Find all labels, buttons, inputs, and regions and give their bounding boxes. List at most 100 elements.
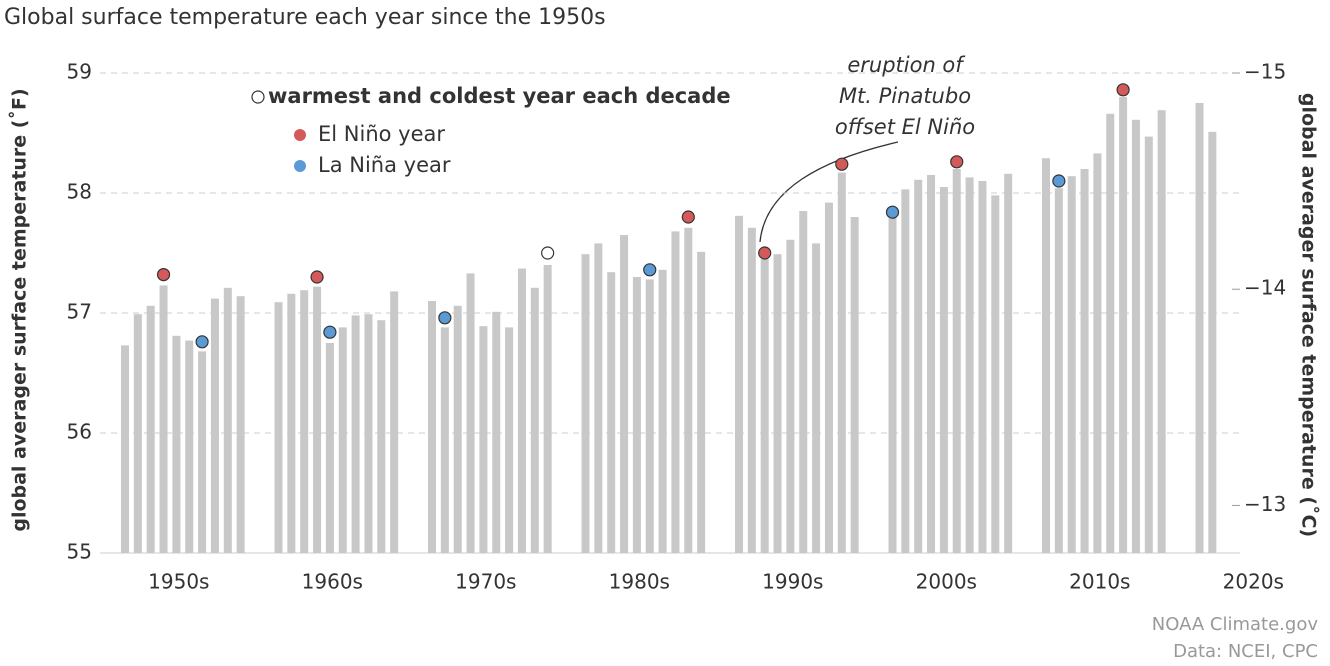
bar [620,235,629,553]
bar [914,179,923,554]
marker [950,155,964,169]
x-tick-label: 1960s [302,570,363,594]
bar [594,243,603,553]
bar [1208,131,1217,554]
x-tick-label: 1950s [148,570,209,594]
bar [1004,173,1013,554]
bar [773,254,782,553]
bar [313,286,322,553]
bar [965,177,974,553]
x-tick-label: 2020s [1223,570,1284,594]
marker [541,246,555,260]
bar [517,268,526,553]
bar [850,217,859,553]
bar [543,265,552,553]
bar [1106,113,1115,554]
bar [927,175,936,553]
legend-label: El Niño year [318,122,445,146]
y-tick-label: 55 [67,540,92,564]
marker [156,268,171,282]
bar [1093,153,1102,553]
bar [428,301,436,553]
bar [991,195,1000,553]
marker [885,205,900,219]
bar [1119,97,1128,553]
marker [195,335,209,349]
bar [121,345,129,553]
legend-label: La Niña year [318,153,451,177]
y2-tick-label: −14 [1244,276,1286,300]
marker [1052,174,1066,188]
legend-swatch [294,160,306,172]
x-tick-label: 1990s [762,570,823,594]
bar [505,327,514,553]
bar [1054,188,1063,553]
bar [812,243,821,553]
chart-title: Global surface temperature each year sin… [4,5,606,30]
marker [323,325,337,339]
annotation: Mt. Pinatubo [839,84,971,108]
bar [684,227,693,554]
x-tick-label: 2010s [1069,570,1130,594]
bar [274,302,283,553]
marker [835,157,849,171]
bar [479,326,488,553]
bar [236,296,245,553]
marker [758,246,772,260]
bar [824,202,833,553]
bar [300,290,309,553]
bar [440,327,449,553]
bar [390,291,399,553]
y2-tick-label: −15 [1244,60,1286,84]
bar [978,181,987,553]
bar [159,285,168,553]
bar [1195,103,1204,553]
y-tick-label: 56 [67,420,92,444]
bar [671,231,680,553]
marker [643,263,657,277]
bar [735,215,743,554]
bar [287,293,296,553]
marker [681,210,695,224]
bar [697,251,706,554]
annotation-leader [759,141,899,243]
y2-tick-label: −13 [1244,492,1286,516]
bar [1067,176,1076,553]
source: NOAA Climate.gov [1152,614,1319,635]
bar [530,287,539,553]
y-axis-label: global averager surface temperature (˚F) [8,88,31,531]
bar [338,327,347,553]
bar [786,239,795,554]
bar [1131,119,1140,554]
x-tick-label: 1980s [609,570,670,594]
bar [377,320,386,553]
y2-axis-label: global averager surface temperature (˚C) [1298,93,1321,537]
bar [658,269,667,553]
bar [1144,136,1153,553]
bar [492,311,501,553]
marker [1116,83,1130,97]
bar [210,298,219,553]
annotation: eruption of [847,53,966,77]
bar [351,315,360,553]
bar [1080,169,1089,553]
bar [466,273,475,553]
y-tick-label: 58 [67,180,92,204]
source: Data: NCEI, CPC [1173,641,1318,662]
bar [198,351,207,553]
y-tick-label: 59 [67,60,92,84]
marker [310,270,324,284]
bar [146,305,155,553]
bar [760,259,769,553]
annotation: offset El Niño [835,115,975,139]
bar [185,340,194,553]
bar [952,169,961,553]
bar [632,277,641,553]
legend-swatch [294,129,306,141]
bar [581,254,590,553]
legend-swatch [251,90,265,104]
bar [747,227,756,554]
bar [1157,110,1166,553]
bar [325,343,334,553]
